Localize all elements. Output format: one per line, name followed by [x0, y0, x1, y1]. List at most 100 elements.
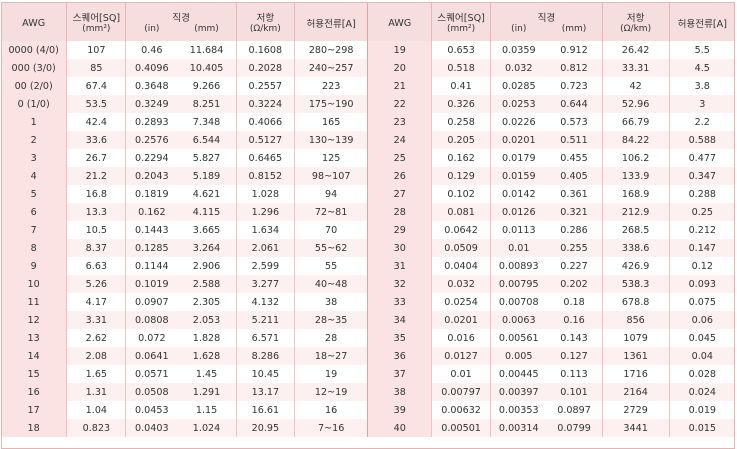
cell-diameter-mm: 1.628 — [177, 347, 237, 365]
cell-current: 0.075 — [669, 293, 735, 311]
cell-resistance: 678.8 — [602, 293, 670, 311]
cell-current: 0.028 — [669, 365, 735, 383]
cell-awg: 17 — [1, 401, 68, 419]
cell-awg: 21 — [367, 77, 433, 95]
cell-area: 0.01 — [431, 365, 492, 383]
cell-awg: 37 — [367, 365, 433, 383]
cell-area: 2.62 — [66, 329, 127, 347]
table-row: 6 13.3 0.162 4.115 1.296 72~81 28 0.081 0.0126 0.… — [1, 203, 735, 221]
cell-awg: 32 — [367, 275, 433, 293]
cell-current: 19 — [294, 365, 369, 383]
cell-diameter-mm: 0.644 — [546, 95, 603, 113]
cell-diameter-in: 0.0226 — [490, 113, 547, 131]
cell-area: 5.26 — [66, 275, 127, 293]
cell-current: 0.477 — [669, 149, 735, 167]
cell-diameter-in: 0.00397 — [490, 383, 547, 401]
cell-area: 0.518 — [431, 59, 492, 77]
cell-area: 3.31 — [66, 311, 127, 329]
cell-awg: 23 — [367, 113, 433, 131]
cell-resistance: 42 — [602, 77, 670, 95]
cell-diameter-mm: 0.455 — [546, 149, 603, 167]
cell-area: 0.00797 — [431, 383, 492, 401]
cell-diameter-in: 0.0113 — [490, 221, 547, 239]
cell-awg: 35 — [367, 329, 433, 347]
header-diameter: 직경 — [125, 2, 237, 24]
cell-awg: 19 — [367, 41, 433, 59]
header-in-2: (in) — [490, 24, 547, 41]
cell-current: 0.588 — [669, 131, 735, 149]
header-mm-2: (mm) — [546, 24, 603, 41]
cell-diameter-in: 0.1019 — [125, 275, 178, 293]
header-area: 스퀘어[SQ] — [66, 2, 127, 24]
cell-area: 0.0642 — [431, 221, 492, 239]
cell-diameter-in: 0.0201 — [490, 131, 547, 149]
cell-awg: 34 — [367, 311, 433, 329]
cell-area: 2.08 — [66, 347, 127, 365]
cell-current: 0.06 — [669, 311, 735, 329]
header-current: 허용전류[A] — [294, 2, 369, 41]
cell-resistance: 66.79 — [602, 113, 670, 131]
cell-current: 280~298 — [294, 41, 369, 59]
cell-area: 4.17 — [66, 293, 127, 311]
cell-resistance: 2164 — [602, 383, 670, 401]
table-row: 17 1.04 0.0453 1.15 16.61 16 39 0.00632 0.00353 0… — [1, 401, 735, 419]
cell-resistance: 8.286 — [236, 347, 295, 365]
cell-diameter-in: 0.00353 — [490, 401, 547, 419]
cell-area: 0.653 — [431, 41, 492, 59]
cell-resistance: 20.95 — [236, 419, 295, 437]
cell-diameter-mm: 6.544 — [177, 131, 237, 149]
cell-area: 107 — [66, 41, 127, 59]
cell-diameter-mm: 4.621 — [177, 185, 237, 203]
cell-awg: 10 — [1, 275, 68, 293]
cell-current: 0.04 — [669, 347, 735, 365]
cell-diameter-mm: 1.024 — [177, 419, 237, 437]
table-row: 13 2.62 0.072 1.828 6.571 28 35 0.016 0.00561 0.1… — [1, 329, 735, 347]
cell-area: 1.65 — [66, 365, 127, 383]
cell-current: 28~35 — [294, 311, 369, 329]
table-row: 0000 (4/0) 107 0.46 11.684 0.1608 280~298 19 0.… — [1, 41, 735, 59]
cell-current: 4.5 — [669, 59, 735, 77]
cell-diameter-mm: 5.827 — [177, 149, 237, 167]
cell-diameter-in: 0.2043 — [125, 167, 178, 185]
cell-diameter-mm: 1.15 — [177, 401, 237, 419]
table-row: 8 8.37 0.1285 3.264 2.061 55~62 30 0.0509 0.01 0.… — [1, 239, 735, 257]
cell-awg: 31 — [367, 257, 433, 275]
cell-resistance: 856 — [602, 311, 670, 329]
cell-resistance: 538.3 — [602, 275, 670, 293]
cell-diameter-in: 0.0285 — [490, 77, 547, 95]
cell-area: 10.5 — [66, 221, 127, 239]
cell-diameter-mm: 0.0897 — [546, 401, 603, 419]
cell-diameter-in: 0.2576 — [125, 131, 178, 149]
cell-current: 12~19 — [294, 383, 369, 401]
cell-diameter-mm: 0.405 — [546, 167, 603, 185]
cell-current: 165 — [294, 113, 369, 131]
cell-diameter-in: 0.00893 — [490, 257, 547, 275]
cell-diameter-in: 0.0508 — [125, 383, 178, 401]
cell-diameter-in: 0.1443 — [125, 221, 178, 239]
cell-diameter-in: 0.0453 — [125, 401, 178, 419]
cell-diameter-in: 0.2294 — [125, 149, 178, 167]
cell-awg: 27 — [367, 185, 433, 203]
cell-resistance: 10.45 — [236, 365, 295, 383]
table-row: 000 (3/0) 85 0.4096 10.405 0.2028 240~257 20 0.… — [1, 59, 735, 77]
table-row: 16 1.31 0.0508 1.291 13.17 12~19 38 0.00797 0.00… — [1, 383, 735, 401]
cell-area: 0.032 — [431, 275, 492, 293]
cell-awg: 28 — [367, 203, 433, 221]
cell-resistance: 1.634 — [236, 221, 295, 239]
awg-wire-table: AWG 스퀘어[SQ] 직경 저항 허용전류[A] AWG 스퀘어[SQ] 직경… — [1, 2, 735, 437]
cell-diameter-in: 0.0808 — [125, 311, 178, 329]
cell-current: 240~257 — [294, 59, 369, 77]
cell-current: 223 — [294, 77, 369, 95]
cell-diameter-in: 0.3648 — [125, 77, 178, 95]
cell-diameter-in: 0.00708 — [490, 293, 547, 311]
cell-area: 0.00501 — [431, 419, 492, 437]
cell-area: 33.6 — [66, 131, 127, 149]
cell-resistance: 0.4066 — [236, 113, 295, 131]
cell-diameter-mm: 9.266 — [177, 77, 237, 95]
cell-diameter-in: 0.2893 — [125, 113, 178, 131]
cell-resistance: 426.9 — [602, 257, 670, 275]
cell-area: 0.205 — [431, 131, 492, 149]
cell-diameter-mm: 0.286 — [546, 221, 603, 239]
cell-area: 0.0254 — [431, 293, 492, 311]
cell-diameter-mm: 3.665 — [177, 221, 237, 239]
